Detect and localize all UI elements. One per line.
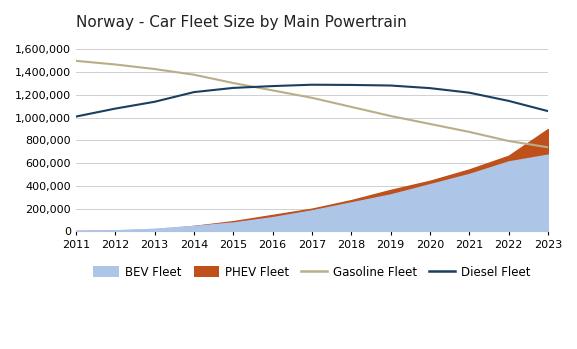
Legend: BEV Fleet, PHEV Fleet, Gasoline Fleet, Diesel Fleet: BEV Fleet, PHEV Fleet, Gasoline Fleet, D… — [89, 261, 535, 283]
Text: Norway - Car Fleet Size by Main Powertrain: Norway - Car Fleet Size by Main Powertra… — [76, 15, 407, 30]
